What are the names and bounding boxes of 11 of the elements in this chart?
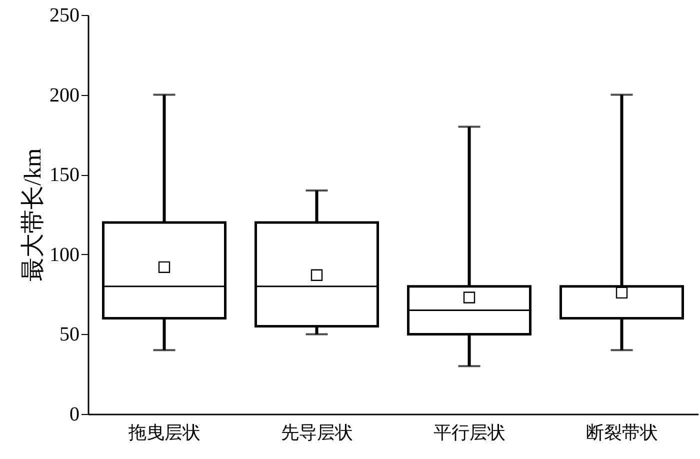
x-tick-label: 拖曳层状 [127, 422, 200, 442]
x-tick-label: 先导层状 [280, 422, 353, 442]
y-tick-label: 50 [60, 324, 80, 346]
y-tick-label: 0 [70, 404, 80, 426]
y-tick-label: 100 [50, 244, 80, 266]
x-tick-label: 平行层状 [433, 422, 506, 442]
y-tick-label: 200 [50, 84, 80, 106]
y-axis-title: 最大带长/km [20, 148, 46, 282]
y-tick-label: 150 [50, 164, 80, 186]
x-tick-label: 断裂带状 [586, 422, 658, 442]
y-tick-label: 250 [50, 4, 80, 26]
